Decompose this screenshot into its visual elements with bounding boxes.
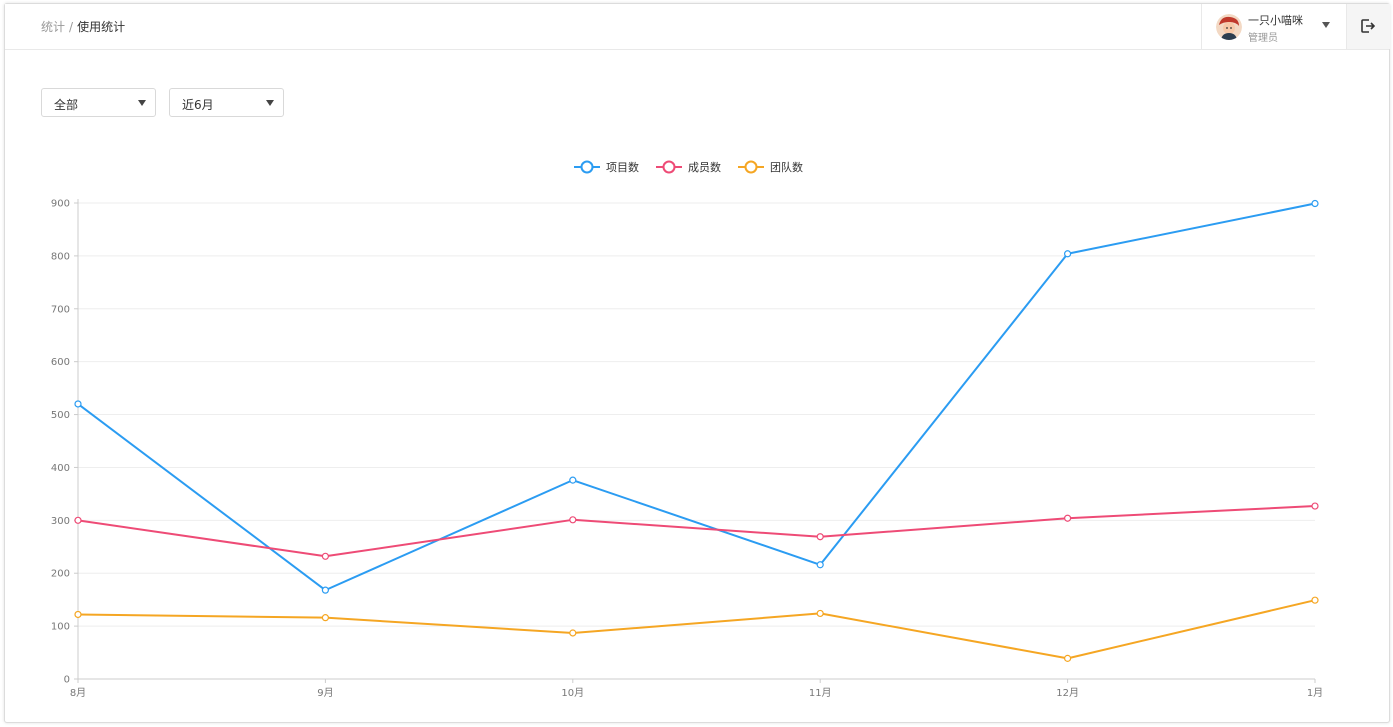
- legend-marker: [744, 160, 758, 174]
- data-point: [569, 476, 577, 484]
- data-point: [321, 586, 329, 594]
- y-tick-label: 900: [51, 199, 70, 210]
- range-select[interactable]: 近6月: [169, 88, 284, 117]
- data-point: [1311, 199, 1319, 208]
- x-tick-label: 10月: [561, 687, 584, 699]
- data-point: [1063, 250, 1072, 258]
- series-line-0: [77, 202, 1316, 592]
- series-line-1: [77, 505, 1316, 558]
- data-point: [816, 609, 824, 618]
- x-tick-label: 1月: [1307, 687, 1323, 699]
- caret-down-icon: [266, 100, 274, 106]
- caret-down-icon: [138, 100, 146, 106]
- user-menu[interactable]: 一只小喵咪 管理员: [1201, 4, 1346, 49]
- breadcrumb-current: 使用统计: [77, 20, 126, 34]
- data-point: [74, 400, 82, 408]
- avatar-icon[interactable]: [1216, 14, 1242, 40]
- y-tick-label: 800: [51, 251, 70, 262]
- range-select-value: 近6月: [182, 98, 214, 112]
- y-tick-label: 600: [51, 357, 70, 368]
- data-point: [1063, 514, 1072, 522]
- app-frame: 统计 / 使用统计 一只小喵咪 管理员: [4, 3, 1390, 723]
- series-line-2: [77, 599, 1316, 660]
- top-bar: 统计 / 使用统计 一只小喵咪 管理员: [5, 4, 1390, 50]
- x-tick-label: 9月: [317, 687, 333, 699]
- legend-item-label: 团队数: [770, 160, 803, 174]
- y-tick-label: 500: [51, 410, 70, 421]
- y-tick-label: 400: [51, 463, 70, 474]
- legend-marker: [580, 160, 594, 174]
- data-point: [1311, 596, 1319, 604]
- x-tick-label: 12月: [1056, 687, 1079, 699]
- user-name: 一只小喵咪: [1248, 14, 1303, 27]
- caret-down-icon[interactable]: [1322, 22, 1330, 28]
- data-point: [321, 614, 329, 622]
- breadcrumb: 统计 / 使用统计: [41, 18, 125, 35]
- x-tick-label: 11月: [809, 687, 832, 699]
- legend-item-label: 成员数: [688, 161, 721, 174]
- y-tick-label: 200: [51, 569, 70, 580]
- breadcrumb-root[interactable]: 统计: [41, 20, 66, 34]
- data-point: [569, 516, 577, 524]
- data-point: [321, 552, 329, 560]
- data-point: [816, 533, 824, 541]
- data-point: [74, 610, 82, 619]
- scope-select-value: 全部: [54, 98, 79, 112]
- y-tick-label: 300: [51, 516, 70, 527]
- breadcrumb-separator: /: [69, 20, 74, 34]
- logout-button[interactable]: [1346, 4, 1390, 49]
- scope-select[interactable]: 全部: [41, 88, 156, 117]
- y-tick-label: 0: [64, 675, 70, 686]
- y-tick-label: 700: [51, 304, 70, 315]
- y-tick-label: 100: [51, 622, 70, 633]
- data-point: [1063, 654, 1072, 662]
- data-point: [74, 516, 82, 524]
- legend-marker: [662, 160, 676, 174]
- legend-item-label: 项目数: [606, 161, 639, 174]
- logout-icon: [1361, 19, 1375, 33]
- data-point: [569, 629, 577, 637]
- data-point: [816, 561, 824, 569]
- data-point: [1311, 502, 1319, 510]
- user-role: 管理员: [1248, 33, 1278, 44]
- line-chart: 0 100 200 300 400 500 600 700 800 900 8月 9月 10月 11月 12…: [51, 160, 1323, 699]
- x-tick-label: 8月: [70, 687, 86, 699]
